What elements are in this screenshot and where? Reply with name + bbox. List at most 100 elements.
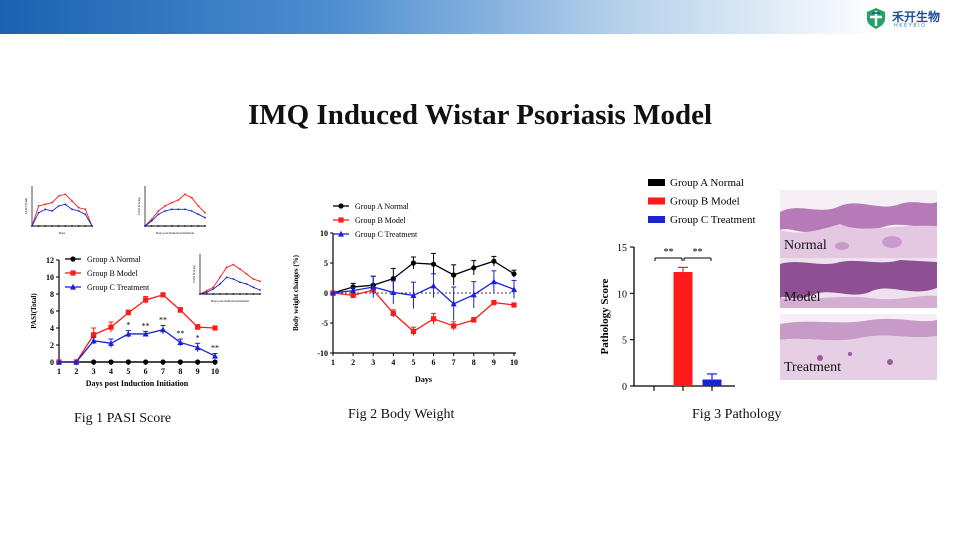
bar	[702, 379, 722, 386]
data-point	[245, 283, 248, 285]
pathology-chart: 0 5 10 15 Pathology Score ** ** Group A Normal G…	[599, 177, 756, 393]
logo-icon	[867, 8, 885, 29]
data-point	[57, 205, 60, 207]
data-point	[212, 286, 215, 289]
data-point	[212, 352, 218, 359]
x-axis-label: Days post Induction Initiation	[211, 299, 250, 303]
data-point	[490, 278, 497, 285]
data-point	[350, 287, 357, 294]
data-point	[164, 210, 166, 212]
legend-label: Group C Treatment	[355, 230, 418, 239]
data-point	[451, 272, 457, 278]
x-axis-label: Days	[59, 231, 66, 235]
data-point	[259, 289, 261, 291]
data-point	[245, 273, 248, 275]
thumbnail-chart-2: Days post Induction Initiation PASI Scori…	[137, 186, 206, 235]
data-point	[71, 208, 73, 211]
y-tick-label: 5	[324, 259, 328, 268]
series-line-3	[144, 208, 206, 227]
data-point	[252, 293, 255, 295]
y-axis-label: Body weight changes (%)	[292, 254, 300, 331]
data-point	[84, 208, 87, 211]
data-point	[37, 225, 40, 227]
data-point	[350, 284, 356, 290]
data-point	[177, 208, 180, 211]
legend-label: Group A Normal	[87, 255, 142, 264]
data-point	[150, 225, 153, 227]
legend-label: Group C Treatment	[670, 214, 756, 226]
data-point	[170, 225, 173, 227]
data-point	[125, 330, 132, 337]
data-point	[84, 225, 87, 227]
data-point	[410, 292, 417, 298]
data-point	[143, 359, 149, 365]
data-point	[511, 286, 517, 292]
data-point	[370, 283, 377, 290]
histology-label-treatment: Treatment	[784, 360, 842, 375]
data-point	[350, 292, 356, 298]
data-point	[197, 225, 200, 227]
data-point	[232, 263, 235, 266]
series-line-2	[144, 193, 206, 227]
data-point	[184, 225, 186, 227]
data-point	[212, 359, 218, 365]
data-point	[84, 213, 87, 216]
data-point	[157, 225, 160, 227]
thumbnail-chart-1: Days PASI (Total)	[24, 186, 93, 235]
data-point	[77, 210, 80, 212]
legend-swatch	[648, 197, 665, 205]
data-point	[164, 205, 166, 207]
data-point	[125, 310, 131, 316]
x-tick-label: 5	[411, 358, 415, 367]
significance-label: *	[196, 333, 200, 342]
data-point	[259, 293, 261, 295]
data-point	[150, 220, 153, 222]
data-point	[90, 337, 97, 344]
data-point	[125, 359, 131, 365]
data-point	[212, 293, 215, 295]
y-tick-label: -5	[321, 319, 328, 328]
data-point	[471, 317, 477, 323]
data-point	[190, 210, 193, 212]
series-line-3	[59, 328, 216, 363]
data-point	[190, 196, 193, 199]
data-point	[177, 225, 180, 227]
data-point	[390, 289, 397, 295]
data-point	[197, 205, 200, 207]
series-line-2	[59, 294, 216, 363]
significance-label: **	[211, 344, 219, 353]
x-tick-label: 1	[57, 367, 61, 376]
data-point	[225, 276, 228, 279]
series-line-3	[332, 280, 515, 305]
legend-label: Group A Normal	[355, 202, 410, 211]
series-line-3	[199, 276, 261, 295]
y-tick-label: 6	[50, 307, 54, 316]
legend-marker	[70, 270, 76, 276]
y-axis-label: PASI Scoring	[137, 197, 141, 215]
legend-marker	[70, 283, 76, 290]
series-line-2	[199, 264, 261, 295]
x-tick-label: 8	[472, 358, 476, 367]
x-tick-label: 4	[391, 358, 395, 367]
data-point	[205, 291, 208, 294]
caption-fig3: Fig 3 Pathology	[692, 407, 782, 422]
data-point	[157, 210, 160, 212]
data-point	[471, 265, 477, 271]
data-point	[77, 225, 80, 227]
data-point	[91, 225, 93, 227]
x-tick-label: 2	[351, 358, 355, 367]
legend-marker	[338, 203, 344, 209]
y-tick-label: 12	[46, 256, 54, 265]
caption-fig1: Fig 1 PASI Score	[74, 411, 172, 426]
x-tick-label: 2	[74, 367, 78, 376]
series-line-2	[332, 289, 515, 333]
y-tick-label: 2	[50, 341, 54, 350]
y-tick-label: 10	[46, 273, 54, 282]
data-point	[232, 278, 235, 280]
data-point	[212, 325, 218, 331]
legend-swatch	[648, 179, 665, 186]
data-point	[108, 324, 114, 330]
data-point	[143, 297, 149, 303]
data-point	[245, 293, 248, 295]
